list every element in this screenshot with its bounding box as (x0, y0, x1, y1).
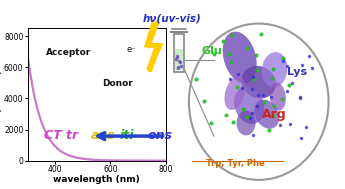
Text: hν(uv-vis): hν(uv-vis) (143, 13, 202, 23)
Text: Trp, Tyr, Phe: Trp, Tyr, Phe (206, 159, 264, 168)
Ellipse shape (262, 52, 287, 87)
Bar (175, 49, 183, 70)
X-axis label: wavelength (nm): wavelength (nm) (53, 175, 140, 184)
Text: Acceptor: Acceptor (46, 48, 92, 57)
Text: CT tr: CT tr (44, 129, 78, 142)
Text: Arg: Arg (262, 108, 287, 121)
Ellipse shape (237, 111, 256, 136)
Y-axis label: ε (M⁻¹cm⁻¹): ε (M⁻¹cm⁻¹) (0, 70, 2, 119)
Ellipse shape (223, 32, 257, 83)
Text: Glu: Glu (201, 46, 223, 56)
Bar (174, 34, 184, 72)
Ellipse shape (254, 100, 279, 129)
Text: Donor: Donor (102, 79, 133, 88)
Text: ans: ans (91, 129, 116, 142)
Ellipse shape (241, 66, 276, 98)
Text: iti: iti (119, 129, 134, 142)
Ellipse shape (225, 76, 245, 110)
Text: ons: ons (147, 129, 172, 142)
Ellipse shape (234, 87, 264, 124)
Text: e⁻: e⁻ (127, 45, 137, 54)
Ellipse shape (270, 82, 286, 111)
Text: Lys: Lys (287, 67, 307, 77)
